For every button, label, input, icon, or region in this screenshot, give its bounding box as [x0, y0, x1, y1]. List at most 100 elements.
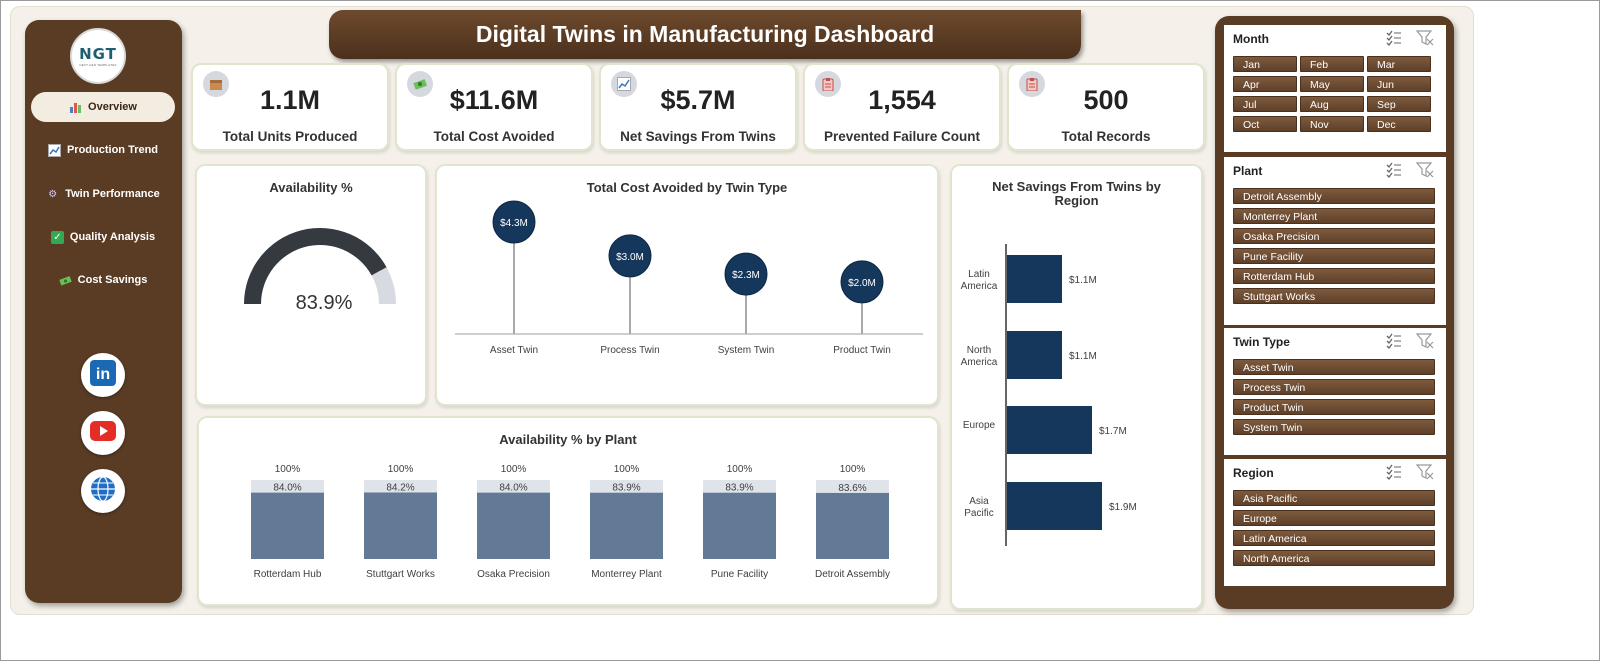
slicer-item[interactable]: Asset Twin: [1233, 359, 1435, 375]
bar: [1007, 255, 1062, 303]
data-label: 83.6%: [838, 483, 866, 494]
bar: [364, 492, 437, 559]
logo-text: NGT: [79, 45, 117, 63]
globe-icon: [90, 475, 116, 507]
chart-title: Availability % by Plant: [499, 432, 637, 447]
slicer-item[interactable]: Jun: [1367, 76, 1431, 92]
slicer-item[interactable]: Stuttgart Works: [1233, 288, 1435, 304]
slicer-item[interactable]: Pune Facility: [1233, 248, 1435, 264]
svg-text:in: in: [96, 366, 110, 383]
slicer-twin-type: Twin Type Asset Twin Process Twin Product T…: [1224, 328, 1446, 455]
slicer-item[interactable]: Product Twin: [1233, 399, 1435, 415]
slicer-item[interactable]: Dec: [1367, 116, 1431, 132]
lollipop-head: [492, 200, 536, 244]
clear-filter-icon[interactable]: [1415, 464, 1434, 482]
clipboard-icon: [1019, 71, 1045, 97]
slicer-item[interactable]: Jul: [1233, 96, 1297, 112]
slicer-item[interactable]: North America: [1233, 550, 1435, 566]
multi-select-icon[interactable]: [1385, 30, 1403, 48]
linkedin-button[interactable]: in: [81, 353, 125, 397]
net-savings-chart: $1.1M Latin America $1.1M North America $1.7M E…: [961, 244, 1137, 546]
bar: [590, 492, 663, 559]
nav-quality-analysis[interactable]: ✓ Quality Analysis: [31, 222, 175, 252]
slicer-title: Twin Type: [1233, 335, 1290, 349]
slicer-item[interactable]: Oct: [1233, 116, 1297, 132]
slicer-item[interactable]: Process Twin: [1233, 379, 1435, 395]
multi-select-icon[interactable]: [1385, 162, 1403, 180]
nav-production-trend[interactable]: Production Trend: [31, 135, 175, 165]
slicer-item[interactable]: Sep: [1367, 96, 1431, 112]
nav-label: Twin Performance: [65, 188, 160, 200]
category-label: Latin America: [961, 269, 998, 292]
slicer-item[interactable]: Europe: [1233, 510, 1435, 526]
data-label: 84.0%: [273, 483, 301, 494]
cost-avoided-panel: Total Cost Avoided by Twin Type $4.3M Ass…: [435, 164, 939, 406]
slicer-item[interactable]: Jan: [1233, 56, 1297, 72]
slicer-title: Month: [1233, 32, 1269, 46]
bar: [816, 492, 889, 559]
slicer-item[interactable]: Feb: [1300, 56, 1364, 72]
clear-filter-icon[interactable]: [1415, 162, 1434, 180]
lollipop-head: [608, 234, 652, 278]
kpi-prevented-failures: 1,554 Prevented Failure Count: [803, 63, 1001, 151]
data-label: 100%: [614, 464, 640, 475]
bar: [703, 492, 776, 559]
category-label: Rotterdam Hub: [254, 569, 322, 580]
bar: [477, 492, 550, 559]
data-label: $2.0M: [848, 278, 876, 289]
category-label: Detroit Assembly: [815, 569, 890, 580]
slicer-item[interactable]: Mar: [1367, 56, 1431, 72]
data-label: 83.9%: [612, 483, 640, 494]
nav-overview[interactable]: Overview: [31, 92, 175, 122]
slicer-item[interactable]: Apr: [1233, 76, 1297, 92]
kpi-value: 1,554: [868, 85, 936, 115]
website-button[interactable]: [81, 469, 125, 513]
trend-chart-icon: [47, 143, 61, 157]
kpi-total-records: 500 Total Records: [1007, 63, 1205, 151]
slicer-title: Region: [1233, 466, 1274, 480]
slicer-item[interactable]: Aug: [1300, 96, 1364, 112]
youtube-icon: [90, 420, 116, 446]
kpi-total-units: 1.1M Total Units Produced: [191, 63, 389, 151]
nav-cost-savings[interactable]: Cost Savings: [31, 265, 175, 295]
data-label: $1.7M: [1099, 426, 1127, 437]
chart-title: Total Cost Avoided by Twin Type: [586, 180, 788, 195]
data-label: $1.9M: [1109, 502, 1137, 513]
category-label: Asia Pacific: [964, 496, 993, 519]
kpi-value: $5.7M: [660, 85, 736, 115]
multi-select-icon[interactable]: [1385, 333, 1403, 351]
slicer-item[interactable]: Detroit Assembly: [1233, 188, 1435, 204]
slicer-item[interactable]: Monterrey Plant: [1233, 208, 1435, 224]
logo-subtext: NEXT GEN TEMPLATES: [79, 63, 117, 67]
kpi-label: Net Savings From Twins: [620, 129, 776, 144]
youtube-button[interactable]: [81, 411, 125, 455]
kpi-net-savings: $5.7M Net Savings From Twins: [599, 63, 797, 151]
slicer-item[interactable]: Latin America: [1233, 530, 1435, 546]
gauge-value-label: 83.9%: [296, 292, 353, 314]
slicer-item[interactable]: System Twin: [1233, 419, 1435, 435]
slicer-item[interactable]: Nov: [1300, 116, 1364, 132]
availability-gauge-chart: 83.9%: [244, 227, 396, 314]
slicer-item[interactable]: Asia Pacific: [1233, 490, 1435, 506]
category-label: North America: [961, 345, 998, 368]
slicer-region: Region Asia Pacific Europe Latin America Nor…: [1224, 459, 1446, 586]
nav-twin-performance[interactable]: ⚙ Twin Performance: [31, 179, 175, 209]
slicer-item[interactable]: May: [1300, 76, 1364, 92]
chart-title: Net Savings From Twins by Region: [992, 179, 1161, 208]
page-title: Digital Twins in Manufacturing Dashboard: [475, 21, 935, 47]
bar: [1007, 482, 1102, 530]
nav-label: Production Trend: [66, 144, 159, 156]
nav-label: Quality Analysis: [69, 231, 156, 243]
clear-filter-icon[interactable]: [1415, 30, 1434, 48]
category-label: Process Twin: [600, 345, 659, 356]
data-label: 100%: [501, 464, 527, 475]
money-icon: [58, 274, 72, 287]
multi-select-icon[interactable]: [1385, 464, 1403, 482]
slicer-item[interactable]: Osaka Precision: [1233, 228, 1435, 244]
net-savings-panel: Net Savings From Twins by Region $1.1M La…: [950, 164, 1203, 610]
category-label: System Twin: [718, 345, 775, 356]
clear-filter-icon[interactable]: [1415, 333, 1434, 351]
data-label: 83.9%: [725, 483, 753, 494]
slicer-item[interactable]: Rotterdam Hub: [1233, 268, 1435, 284]
data-label: 100%: [840, 464, 866, 475]
